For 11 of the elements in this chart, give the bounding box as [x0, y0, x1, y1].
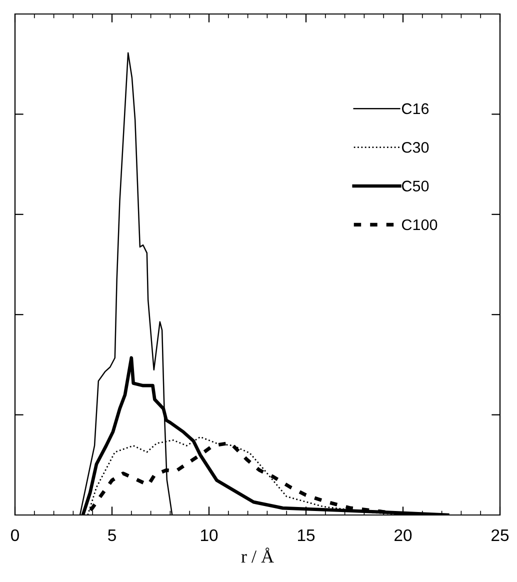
legend-label: C30	[402, 142, 429, 153]
legend-label: C100	[402, 219, 438, 230]
x-axis-title: r / Å	[241, 548, 274, 563]
x-tick-label: 10	[201, 529, 218, 542]
legend-label: C50	[402, 180, 429, 192]
x-tick-label: 25	[492, 529, 509, 542]
x-tick-label: 0	[11, 529, 19, 542]
x-tick-label: 15	[298, 530, 315, 542]
legend-label: C16	[402, 103, 429, 114]
x-tick-label: 5	[108, 530, 116, 542]
x-tick-label: 20	[394, 529, 412, 542]
